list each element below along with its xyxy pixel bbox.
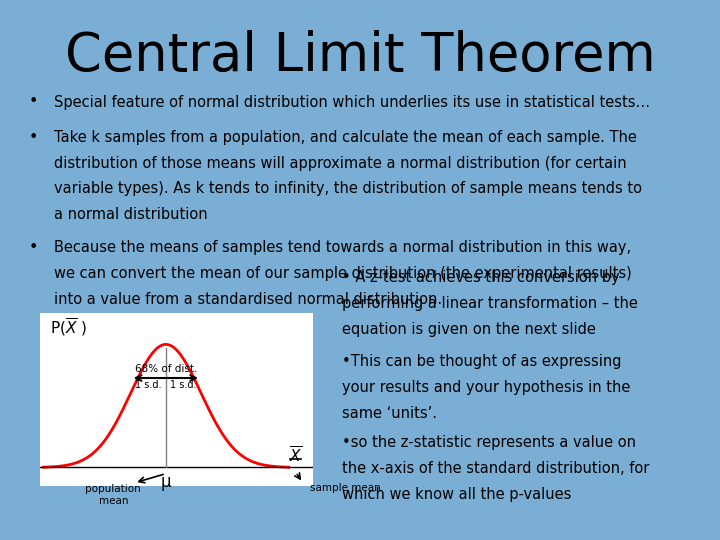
Text: a normal distribution: a normal distribution [54,207,207,222]
Text: • A z-test achieves this conversion by: • A z-test achieves this conversion by [342,270,620,285]
Text: P($\overline{X}$ ): P($\overline{X}$ ) [50,316,87,338]
Text: 1 s.d.: 1 s.d. [135,380,161,389]
Text: •: • [29,94,38,110]
Text: 1 s.d.: 1 s.d. [170,380,197,389]
Text: •: • [29,130,38,145]
Text: population
mean: population mean [86,484,141,506]
Text: Because the means of samples tend towards a normal distribution in this way,: Because the means of samples tend toward… [54,240,631,255]
Text: •: • [29,240,38,255]
Text: Special feature of normal distribution which underlies its use in statistical te: Special feature of normal distribution w… [54,94,650,110]
Text: into a value from a standardised normal distribution.: into a value from a standardised normal … [54,292,442,307]
Text: we can convert the mean of our sample distribution (the experimental results): we can convert the mean of our sample di… [54,266,631,281]
Text: same ‘units’.: same ‘units’. [342,406,437,421]
Text: which we know all the p-values: which we know all the p-values [342,487,572,502]
Text: variable types). As k tends to infinity, the distribution of sample means tends : variable types). As k tends to infinity,… [54,181,642,197]
Text: performing a linear transformation – the: performing a linear transformation – the [342,296,638,311]
Text: your results and your hypothesis in the: your results and your hypothesis in the [342,380,631,395]
Text: •This can be thought of as expressing: •This can be thought of as expressing [342,354,621,369]
Text: •so the z-statistic represents a value on: •so the z-statistic represents a value o… [342,435,636,450]
Text: 68% of dist.: 68% of dist. [135,364,197,374]
Text: distribution of those means will approximate a normal distribution (for certain: distribution of those means will approxi… [54,156,626,171]
Text: equation is given on the next slide: equation is given on the next slide [342,322,596,337]
Text: Central Limit Theorem: Central Limit Theorem [65,30,655,82]
Text: μ: μ [161,473,171,491]
Text: $\overline{X}$: $\overline{X}$ [289,446,302,466]
Text: Take k samples from a population, and calculate the mean of each sample. The: Take k samples from a population, and ca… [54,130,637,145]
Text: sample mean: sample mean [310,483,380,493]
Text: the x-axis of the standard distribution, for: the x-axis of the standard distribution,… [342,461,649,476]
